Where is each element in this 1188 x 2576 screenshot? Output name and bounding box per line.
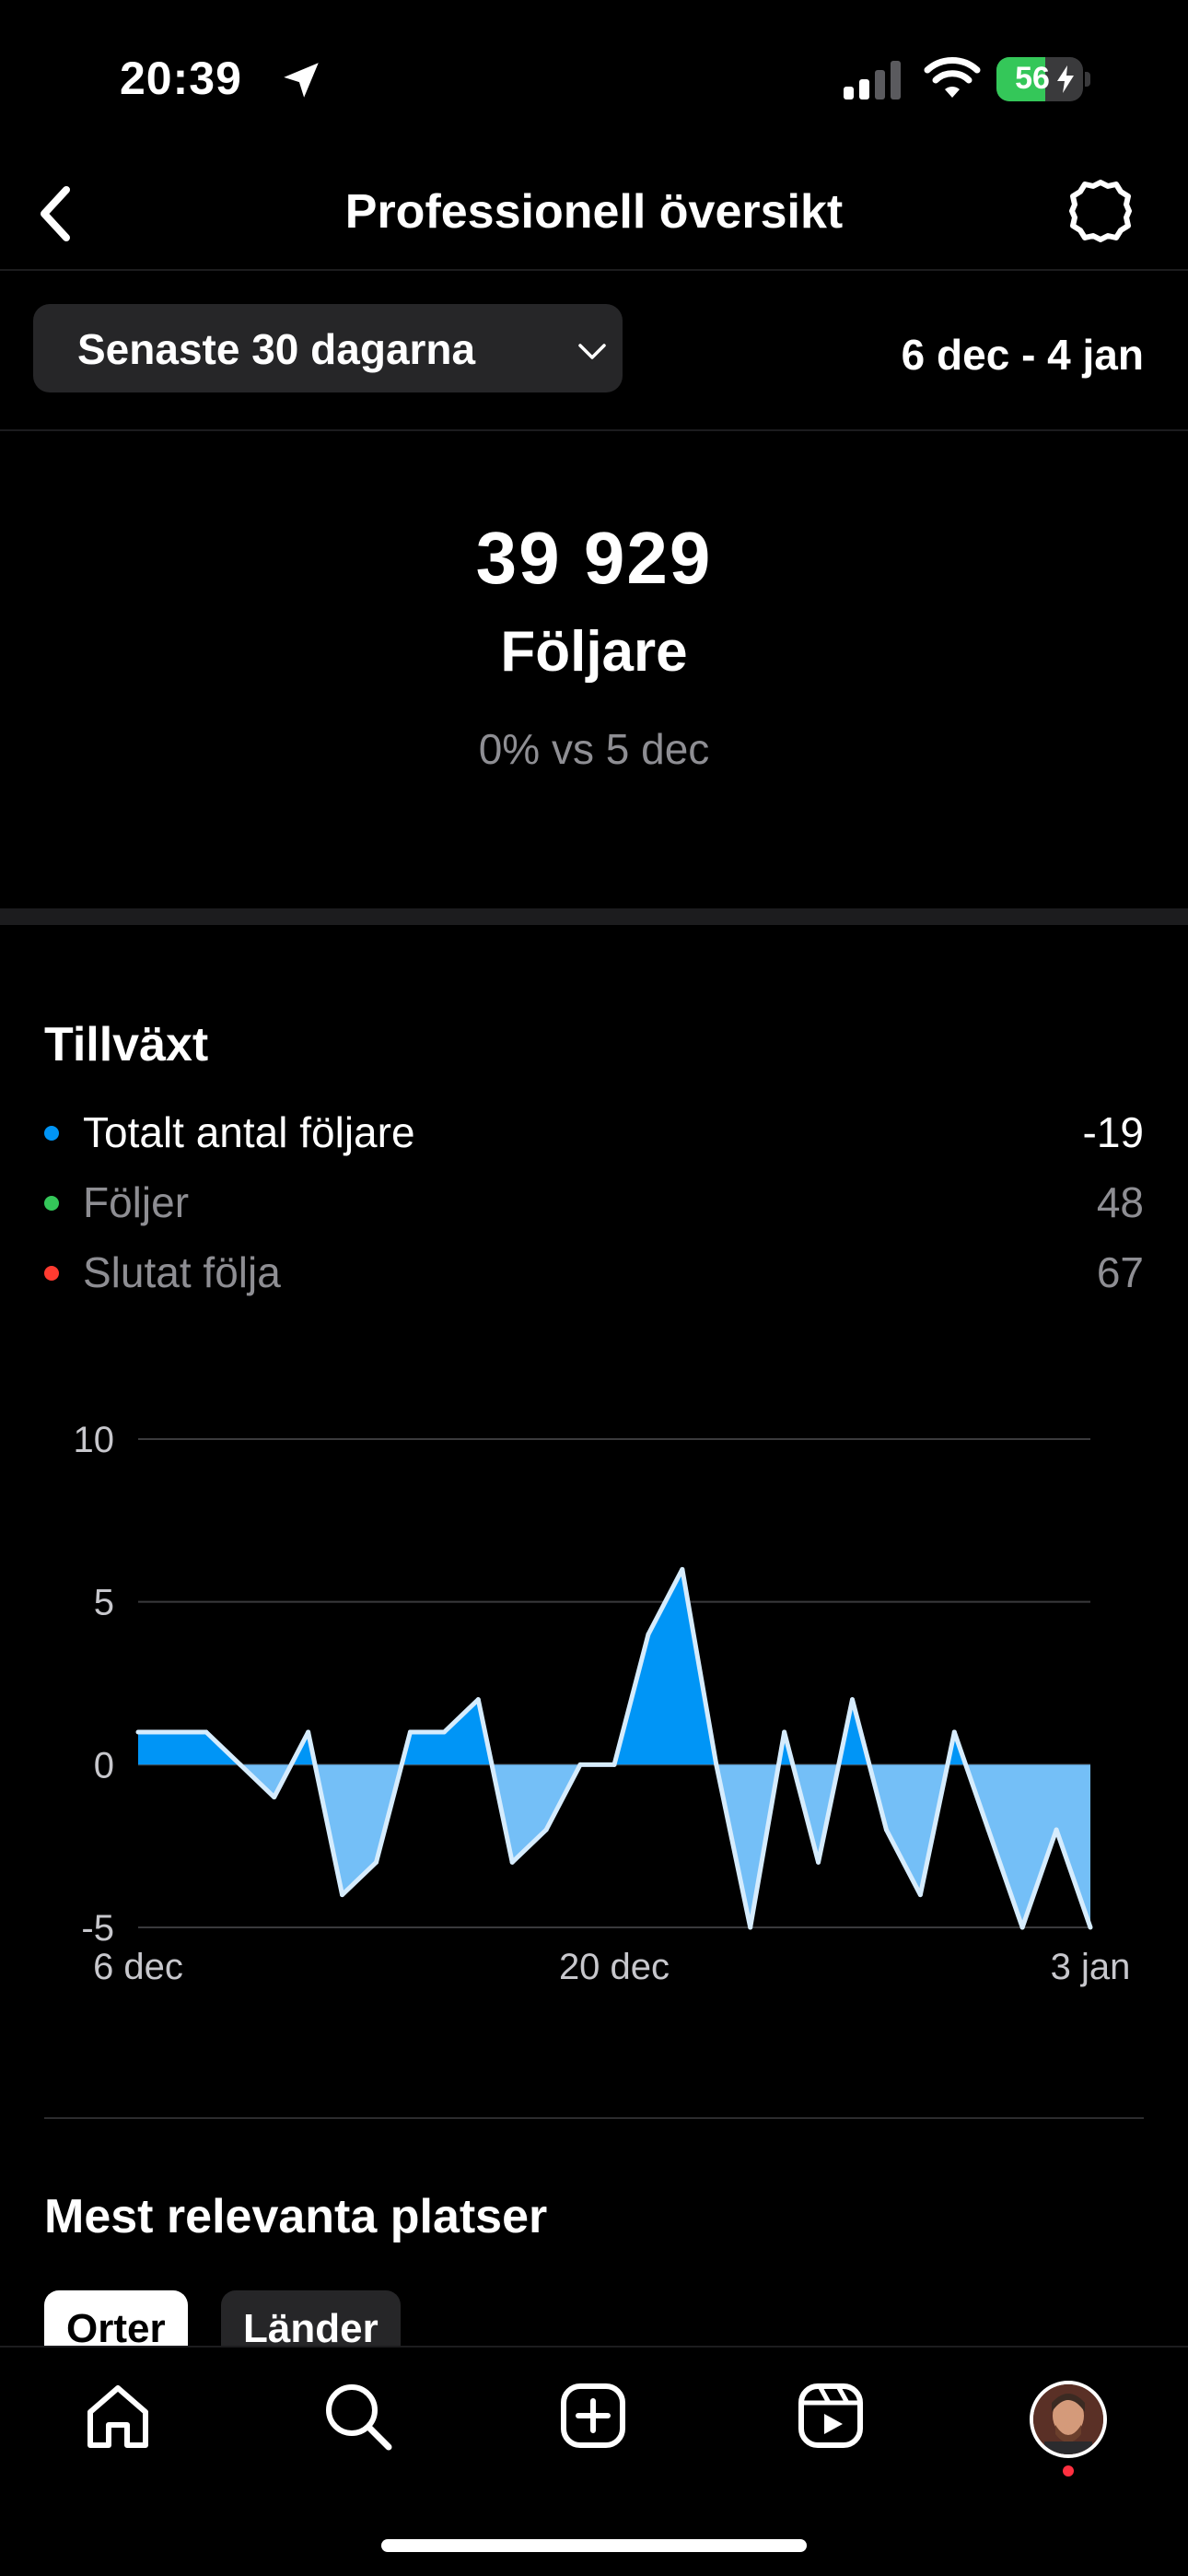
profile-avatar[interactable] <box>1030 2381 1107 2458</box>
divider <box>44 2117 1144 2119</box>
legend-value: -19 <box>1082 1108 1144 1156</box>
nav-header: Professionell översikt <box>0 157 1188 271</box>
battery-percent: 56 <box>1015 61 1050 96</box>
settings-gear-icon[interactable] <box>1066 177 1135 245</box>
wifi-icon <box>924 57 981 98</box>
followers-label: Följare <box>500 620 688 684</box>
section-divider <box>0 908 1188 925</box>
legend-label: Totalt antal följare <box>83 1108 415 1156</box>
legend-dot-green <box>44 1196 59 1211</box>
growth-title: Tillväxt <box>44 1018 209 1071</box>
y-tick-label: 0 <box>94 1745 114 1786</box>
data-point <box>816 1859 821 1865</box>
data-point <box>441 1729 447 1735</box>
data-point <box>611 1762 617 1767</box>
growth-chart: 10 5 0 -56 dec 20 dec 3 jan <box>74 1420 1131 1987</box>
x-tick-label: 3 jan <box>1051 1947 1131 1987</box>
data-point <box>135 1729 141 1735</box>
legend-dot-blue <box>44 1126 59 1141</box>
data-point <box>204 1729 209 1735</box>
location-arrow-icon <box>284 63 319 98</box>
status-bar: 20:39 56 <box>0 0 1188 157</box>
data-point <box>985 1827 991 1832</box>
notification-dot <box>1063 2465 1074 2476</box>
followers-count: 39 929 <box>475 517 713 599</box>
data-point <box>1019 1925 1025 1930</box>
data-point <box>951 1729 957 1735</box>
legend-label: Slutat följa <box>83 1248 281 1296</box>
data-point <box>1088 1925 1093 1930</box>
reels-icon[interactable] <box>792 2377 869 2454</box>
divider <box>0 429 1188 431</box>
home-icon[interactable] <box>79 2377 157 2454</box>
date-range-text: 6 dec - 4 jan <box>901 331 1144 379</box>
data-point <box>646 1632 651 1637</box>
data-point <box>1054 1827 1059 1832</box>
x-tick-label: 6 dec <box>93 1947 183 1987</box>
data-point <box>850 1697 855 1703</box>
data-point <box>782 1729 787 1735</box>
date-range-dropdown[interactable]: Senaste 30 dagarna <box>33 304 623 392</box>
battery-fill <box>996 57 1045 101</box>
legend-unfollows: Slutat följa 67 <box>44 1247 1144 1306</box>
data-point <box>475 1697 481 1703</box>
legend-label: Följer <box>83 1178 190 1226</box>
data-point <box>340 1892 345 1898</box>
y-tick-label: 5 <box>94 1583 114 1623</box>
y-tick-label: -5 <box>81 1908 114 1949</box>
data-point <box>374 1859 379 1865</box>
places-title: Mest relevanta platser <box>44 2190 548 2243</box>
data-point <box>917 1892 923 1898</box>
data-point <box>714 1762 719 1767</box>
area-negative <box>239 1764 1090 1927</box>
legend-total-followers: Totalt antal följare -19 <box>44 1107 1144 1166</box>
back-chevron-icon[interactable] <box>33 177 79 251</box>
data-point <box>509 1859 515 1865</box>
date-range-label: Senaste 30 dagarna <box>77 325 476 373</box>
data-point <box>748 1925 753 1930</box>
data-point <box>883 1827 889 1832</box>
battery-cap <box>1085 72 1090 87</box>
battery-indicator: 56 <box>996 57 1083 101</box>
area-positive <box>138 1569 1090 1765</box>
search-icon[interactable] <box>319 2377 396 2454</box>
create-icon[interactable] <box>554 2377 632 2454</box>
cellular-signal-icon <box>844 61 901 100</box>
legend-dot-red <box>44 1266 59 1281</box>
chevron-down-icon <box>578 344 606 359</box>
data-point <box>680 1566 685 1572</box>
data-point <box>407 1729 413 1735</box>
data-point <box>238 1762 243 1767</box>
legend-value: 67 <box>1096 1248 1144 1296</box>
data-point <box>272 1795 277 1800</box>
data-point <box>543 1827 549 1832</box>
y-tick-label: 10 <box>74 1420 115 1460</box>
data-point <box>169 1729 175 1735</box>
legend-value: 48 <box>1096 1178 1144 1226</box>
data-point <box>306 1729 311 1735</box>
status-time: 20:39 <box>120 53 242 104</box>
charging-bolt-icon <box>1057 65 1074 93</box>
page-title: Professionell översikt <box>344 185 844 239</box>
followers-comparison: 0% vs 5 dec <box>478 725 710 773</box>
x-tick-label: 20 dec <box>559 1947 670 1987</box>
bottom-tab-bar <box>0 2346 1188 2576</box>
home-indicator <box>381 2539 807 2552</box>
series-line <box>138 1566 1093 1930</box>
data-point <box>577 1762 583 1767</box>
avatar-image <box>1033 2384 1103 2454</box>
legend-follows: Följer 48 <box>44 1177 1144 1236</box>
